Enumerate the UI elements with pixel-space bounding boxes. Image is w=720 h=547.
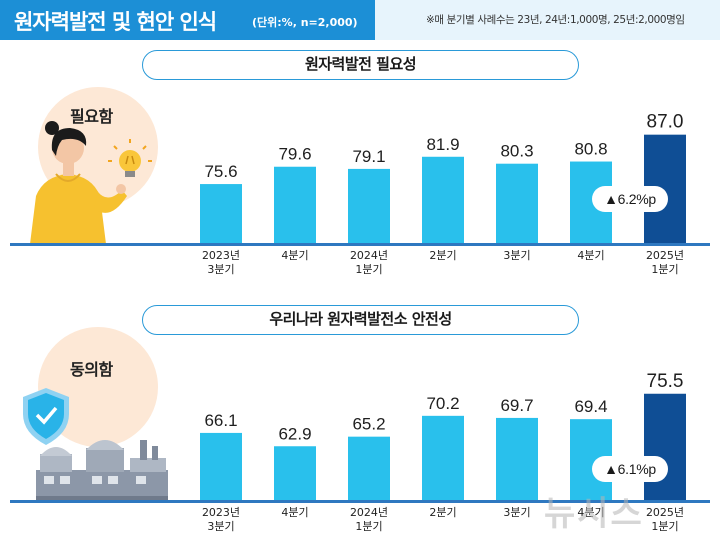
chart-1-value-label-7: 87.0 (647, 112, 684, 133)
chart-2-bar-5 (496, 417, 538, 500)
chart-2-value-label-4: 70.2 (426, 394, 459, 413)
chart-1-series-label: 필요함 (70, 107, 113, 126)
sample-note: ※매 분기별 사례수는 23년, 24년:1,000명, 25년:2,000명임 (426, 14, 685, 26)
chart-1-bar-4 (422, 156, 464, 243)
chart-2-tick-label-2: 4분기 (281, 506, 308, 519)
header-note-bar (375, 0, 720, 40)
chart-1-value-label-1: 75.6 (204, 162, 237, 181)
chart-2-bar-1 (200, 432, 242, 500)
chart-1-change-badge: ▲6.2%p (592, 186, 668, 212)
chart-1-value-label-4: 81.9 (426, 135, 459, 154)
chart-1-bar-5 (496, 163, 538, 243)
chart-1-bar-2 (274, 166, 316, 243)
chart-1-baseline (10, 243, 710, 246)
chart-2-change-badge: ▲6.1%p (592, 456, 668, 482)
chart-2-value-label-3: 65.2 (352, 415, 385, 434)
chart-1-value-label-6: 80.8 (574, 140, 607, 159)
chart-2-bar-7 (644, 393, 686, 500)
chart-2-value-label-5: 69.7 (500, 396, 533, 415)
chart-2-tick-label-7: 2025년 1분기 (646, 506, 684, 533)
chart-1-bar-1 (200, 184, 242, 243)
chart-2-title: 우리나라 원자력발전소 안전성 (142, 305, 579, 335)
chart-1-value-label-5: 80.3 (500, 142, 533, 161)
chart-2-value-label-1: 66.1 (204, 411, 237, 430)
chart-2-bar-2 (274, 446, 316, 500)
chart-1-tick-label-5: 3분기 (503, 249, 530, 262)
chart-1-tick-label-2: 4분기 (281, 249, 308, 262)
watermark: 뉴시스 (544, 494, 644, 534)
chart-2-tick-label-5: 3분기 (503, 506, 530, 519)
chart-2-value-label-2: 62.9 (278, 424, 311, 443)
chart-1-tick-label-1: 2023년 3분기 (202, 249, 240, 276)
chart-1-tick-label-3: 2024년 1분기 (350, 249, 388, 276)
header-bar (0, 0, 375, 40)
chart-2-tick-label-6: 4분기 (577, 506, 604, 519)
unit-label: (단위:%, n=2,000) (252, 16, 358, 29)
chart-1-value-label-3: 79.1 (352, 147, 385, 166)
page-title: 원자력발전 및 현안 인식 (14, 10, 217, 34)
header: 원자력발전 및 현안 인식 (단위:%, n=2,000) ※매 분기별 사례수… (0, 0, 720, 40)
chart-1-value-label-2: 79.6 (278, 145, 311, 164)
chart-2-bar-3 (348, 436, 390, 500)
chart-2-baseline (10, 500, 710, 503)
chart-1-tick-label-4: 2분기 (429, 249, 456, 262)
chart-2-tick-label-1: 2023년 3분기 (202, 506, 240, 533)
chart-1-title: 원자력발전 필요성 (142, 50, 579, 80)
chart-2-value-label-6: 69.4 (574, 397, 607, 416)
chart-2-tick-label-4: 2분기 (429, 506, 456, 519)
chart-2-value-label-7: 75.5 (647, 371, 684, 392)
chart-2-bar-4 (422, 415, 464, 500)
chart-1-tick-label-7: 2025년 1분기 (646, 249, 684, 276)
chart-1-tick-label-6: 4분기 (577, 249, 604, 262)
chart-2-series-label: 동의함 (70, 360, 113, 379)
chart-1-bar-3 (348, 168, 390, 243)
chart-2-tick-label-3: 2024년 1분기 (350, 506, 388, 533)
